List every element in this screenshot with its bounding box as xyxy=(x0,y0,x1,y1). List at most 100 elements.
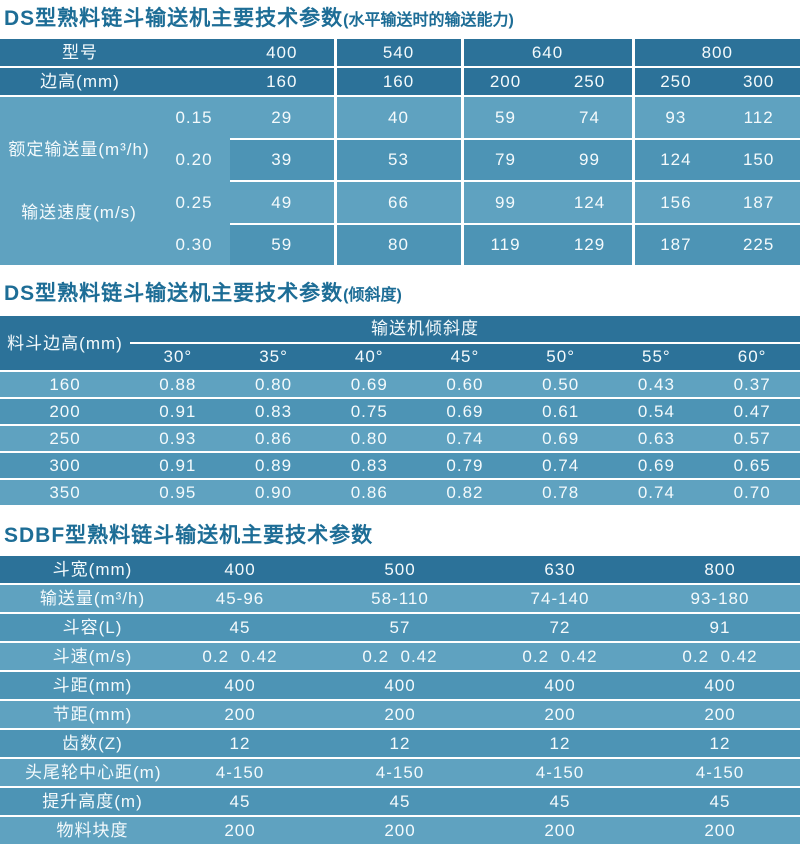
table-cell: 93 112 xyxy=(631,96,800,140)
table-cell: 49 xyxy=(230,181,335,225)
table-cell: 0.95 xyxy=(130,479,226,507)
table-cell: 0.80 xyxy=(321,425,418,453)
table-cell-value: 74 xyxy=(579,107,600,127)
bucket-width-800: 800 xyxy=(640,556,800,585)
table-cell: 53 xyxy=(333,138,462,183)
table-cell: 12 xyxy=(640,729,800,759)
table-cell: 0.43 xyxy=(608,371,705,399)
table-cell: 0.78 xyxy=(512,479,609,507)
table-cell: 200 xyxy=(480,816,640,846)
table-cell: 45 xyxy=(320,787,480,817)
table-row: 0.30 59 80 119 129 187 225 xyxy=(0,223,800,265)
table-cell: 200 250 xyxy=(460,67,633,97)
table-cell: 0.82 xyxy=(417,479,513,507)
parameter-label: 头尾轮中心距(m) xyxy=(0,758,160,788)
table-cell: 4-150 xyxy=(160,758,320,788)
table-sdbf-parameters: 斗宽(mm) 400 500 630 800 输送量(m³/h) 45-96 5… xyxy=(0,556,800,846)
table-cell: 0.75 xyxy=(321,398,418,426)
speed-value: 0.20 xyxy=(158,138,230,182)
table-cell: 0.93 xyxy=(130,425,226,453)
table-row: 边高(mm) 160 160 200 250 250 300 xyxy=(0,67,800,97)
table-cell: 0.86 xyxy=(225,425,322,453)
table-cell: 0.2 0.42 xyxy=(320,642,480,672)
table-row: 齿数(Z) 12 12 12 12 xyxy=(0,729,800,759)
model-640: 640 xyxy=(460,39,633,68)
table-row: 料斗边高(mm) 输送机倾斜度 xyxy=(0,316,800,372)
table2-title-note: (倾斜度) xyxy=(343,287,402,304)
table-cell: 160 xyxy=(333,67,462,97)
parameter-label: 节距(mm) xyxy=(0,700,160,730)
table-cell: 0.91 xyxy=(130,452,226,480)
angle-header: 50° xyxy=(512,343,609,372)
table-row: 200 0.91 0.83 0.75 0.69 0.61 0.54 0.47 xyxy=(0,398,800,426)
bucket-width-630: 630 xyxy=(480,556,640,585)
table-cell: 72 xyxy=(480,613,640,643)
model-540: 540 xyxy=(333,39,462,68)
table-cell: 0.2 0.42 xyxy=(640,642,800,672)
table-cell: 0.83 xyxy=(321,452,418,480)
table-cell: 0.57 xyxy=(704,425,800,453)
table-cell-value: 156 xyxy=(660,193,692,213)
table-row: 头尾轮中心距(m) 4-150 4-150 4-150 4-150 xyxy=(0,758,800,788)
table-cell-value: 187 xyxy=(742,193,775,213)
table-cell: 12 xyxy=(320,729,480,759)
bucket-edge-height-value: 300 xyxy=(0,452,130,480)
table-cell: 0.74 xyxy=(417,425,513,453)
table-horizontal-capacity: 型号 400 540 640 800 边高(mm) 160 160 200 250… xyxy=(0,39,800,265)
table-cell: 0.74 xyxy=(512,452,609,480)
speed-value: 0.25 xyxy=(158,181,230,224)
angle-header: 45° xyxy=(417,343,513,372)
table-cell: 0.61 xyxy=(512,398,609,426)
table-cell: 45 xyxy=(160,787,320,817)
table1-title-note: (水平输送时的输送能力) xyxy=(343,12,514,29)
capacity-speed-label: 额定输送量(m³/h) 输送速度(m/s) xyxy=(0,96,158,265)
table-cell: 12 xyxy=(160,729,320,759)
angle-header: 60° xyxy=(704,343,800,372)
table-cell-value: 200 xyxy=(489,72,522,91)
table-cell: 200 xyxy=(480,700,640,730)
model-800: 800 xyxy=(631,39,800,68)
table-cell: 160 xyxy=(230,67,335,97)
capacity-label: 额定输送量(m³/h) xyxy=(8,140,150,159)
table-cell-value: 150 xyxy=(742,150,775,170)
table-cell: 0.60 xyxy=(417,371,513,399)
angle-header: 55° xyxy=(608,343,705,372)
table-cell: 12 xyxy=(480,729,640,759)
table-cell-value: 99 xyxy=(495,193,516,213)
table-cell-value: 300 xyxy=(742,72,775,91)
angle-header: 30° xyxy=(130,343,226,372)
bucket-edge-height-header: 料斗边高(mm) xyxy=(0,316,130,372)
table-cell: 66 xyxy=(333,181,462,225)
table-cell: 4-150 xyxy=(320,758,480,788)
table-cell: 0.54 xyxy=(608,398,705,426)
table-row: 斗速(m/s) 0.2 0.42 0.2 0.42 0.2 0.42 0.2 0… xyxy=(0,642,800,672)
table-cell: 4-150 xyxy=(640,758,800,788)
table-cell: 29 xyxy=(230,96,335,140)
table-cell: 0.74 xyxy=(608,479,705,507)
bucket-edge-height-value: 350 xyxy=(0,479,130,507)
table-cell: 74-140 xyxy=(480,584,640,614)
table-cell-value: 112 xyxy=(743,107,774,127)
table-cell: 0.37 xyxy=(704,371,800,399)
table-cell: 200 xyxy=(160,700,320,730)
table-cell-value: 250 xyxy=(660,72,692,91)
table-cell: 400 xyxy=(640,671,800,701)
table-cell: 250 300 xyxy=(631,67,800,97)
table-cell: 79 99 xyxy=(460,138,633,183)
table-cell-value: 225 xyxy=(742,235,775,255)
table-row: 250 0.93 0.86 0.80 0.74 0.69 0.63 0.57 xyxy=(0,425,800,453)
table-cell: 200 xyxy=(640,816,800,846)
table-cell: 0.69 xyxy=(608,452,705,480)
table-cell: 124 150 xyxy=(631,138,800,183)
table-cell: 93-180 xyxy=(640,584,800,614)
bucket-width-header: 斗宽(mm) xyxy=(0,556,160,585)
table-cell: 0.80 xyxy=(225,371,322,399)
table-cell: 40 xyxy=(333,96,462,140)
table-cell: 57 xyxy=(320,613,480,643)
table-row: 0.20 39 53 79 99 124 150 xyxy=(0,138,800,183)
table-cell-value: 79 xyxy=(495,150,516,170)
table-cell-value: 59 xyxy=(495,107,516,127)
table-cell: 0.69 xyxy=(321,371,418,399)
table-row: 斗宽(mm) 400 500 630 800 xyxy=(0,556,800,585)
table-row: 0.25 49 66 99 124 156 187 xyxy=(0,181,800,225)
